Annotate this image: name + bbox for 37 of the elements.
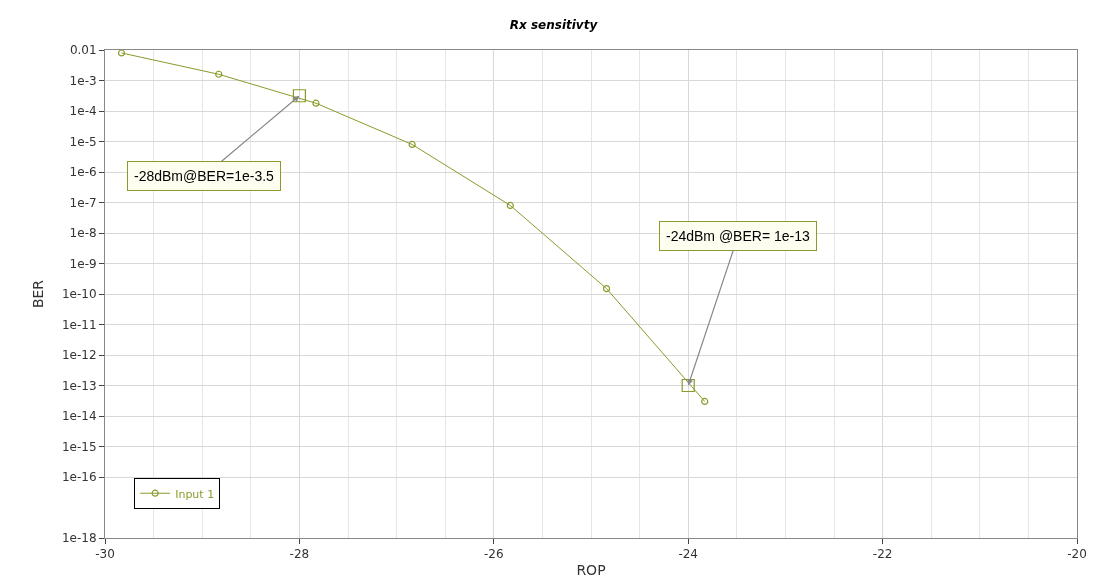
y-tick-label: 1e-16: [61, 470, 97, 485]
point: [506, 201, 514, 210]
y-axis-title: BER: [29, 279, 46, 309]
y-tick-label: 1e-7: [69, 195, 97, 210]
x-tick-label: -20: [1067, 547, 1087, 562]
y-tick-label: 1e-11: [61, 317, 97, 332]
y-tick-label: 0.01: [69, 43, 97, 58]
point: [215, 70, 223, 78]
point: [312, 99, 320, 107]
y-tick-label: 1e-5: [69, 134, 97, 149]
x-tick-label: -24: [678, 547, 698, 562]
y-tick-label: 1e-4: [69, 104, 97, 119]
x-tick-label: -30: [95, 547, 115, 562]
x-tick-label: -26: [484, 547, 504, 562]
x-axis-title: ROP: [576, 561, 606, 578]
chart-title: Rx sensitivty: [509, 17, 599, 32]
legend-label: Input 1: [175, 487, 215, 501]
y-tick-label: 1e-15: [61, 439, 97, 454]
y-tick-label: 1e-8: [69, 226, 97, 241]
point: [602, 285, 611, 293]
y-tick-label: 1e-18: [61, 531, 97, 546]
y-tick-label: 1e-9: [69, 256, 97, 271]
annotation: -24dBm @BER= 1e-13: [666, 228, 810, 244]
point: [701, 397, 709, 406]
x-tick-label: -28: [289, 547, 310, 562]
x-tick-label: -22: [872, 547, 893, 562]
point: [292, 89, 306, 103]
y-tick-label: 1e-13: [61, 378, 97, 393]
point: [681, 378, 695, 393]
point: [117, 49, 126, 57]
y-tick-label: 1e-10: [61, 287, 97, 302]
y-tick-label: 1e-12: [61, 348, 97, 363]
y-tick-label: 1e-14: [61, 409, 97, 424]
y-tick-label: 1e-6: [69, 165, 97, 180]
point: [408, 140, 416, 149]
y-tick-label: 1e-3: [69, 73, 97, 88]
annotation: -28dBm@BER=1e-3.5: [134, 168, 275, 184]
